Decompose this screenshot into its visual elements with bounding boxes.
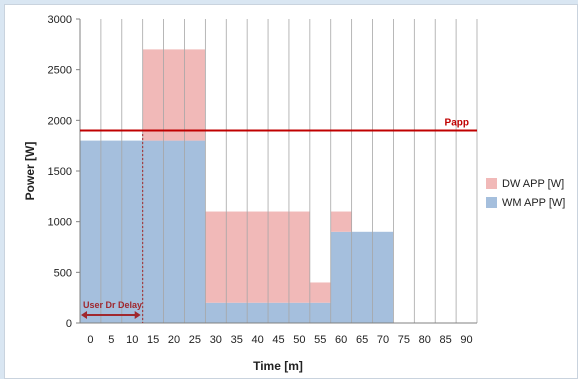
x-tick-label: 65	[356, 334, 368, 346]
x-tick-label: 80	[419, 334, 431, 346]
x-tick-label: 35	[231, 334, 243, 346]
legend-swatch-wm	[486, 197, 497, 208]
bar-dw-25	[184, 49, 206, 141]
x-tick-label: 5	[108, 334, 114, 346]
x-tick-label: 60	[335, 334, 347, 346]
bar-wm-20	[163, 140, 185, 323]
delay-arrow-right-head	[134, 311, 141, 319]
bar-dw-15	[142, 49, 164, 141]
y-tick-label: 0	[66, 318, 72, 330]
bar-dw-45	[268, 211, 289, 303]
legend-label-dw: DW APP [W]	[502, 178, 564, 190]
bar-wm-25	[184, 140, 206, 323]
bar-dw-40	[247, 211, 269, 303]
bar-wm-50	[288, 302, 310, 323]
x-tick-label: 15	[147, 334, 159, 346]
bar-dw-60	[330, 211, 352, 232]
x-tick-label: 20	[168, 334, 180, 346]
x-axis-title: Time [m]	[253, 359, 303, 373]
bar-wm-60	[330, 231, 352, 323]
bar-wm-70	[372, 231, 394, 323]
x-tick-label: 50	[293, 334, 305, 346]
bar-wm-65	[351, 231, 373, 323]
papp-label: Papp	[445, 117, 469, 128]
y-tick-label: 2000	[48, 115, 72, 127]
y-axis-title: Power [W]	[23, 142, 37, 201]
legend-swatch-dw	[486, 178, 497, 189]
y-tick-label: 2500	[48, 65, 72, 77]
x-tick-label: 55	[314, 334, 326, 346]
x-tick-label: 25	[189, 334, 201, 346]
x-tick-label: 75	[398, 334, 410, 346]
x-tick-label: 85	[440, 334, 452, 346]
y-tick-label: 500	[54, 267, 72, 279]
bar-dw-30	[205, 211, 227, 303]
bar-wm-35	[226, 302, 248, 323]
bar-wm-5	[100, 140, 122, 323]
x-tick-label: 10	[126, 334, 138, 346]
delay-label: User Dr Delay	[83, 300, 142, 310]
y-tick-label: 1000	[48, 217, 72, 229]
x-tick-label: 70	[377, 334, 389, 346]
bar-dw-50	[288, 211, 310, 303]
x-tick-label: 90	[460, 334, 472, 346]
bar-wm-55	[309, 302, 331, 323]
delay-arrow-left-head	[81, 311, 87, 319]
bar-wm-15	[142, 140, 164, 323]
x-tick-label: 45	[272, 334, 284, 346]
y-tick-label: 1500	[48, 166, 72, 178]
bar-wm-40	[247, 302, 269, 323]
x-tick-label: 40	[251, 334, 263, 346]
bar-dw-35	[226, 211, 248, 303]
y-tick-label: 3000	[48, 14, 72, 26]
bar-wm-10	[121, 140, 143, 323]
bar-dw-55	[309, 282, 331, 303]
legend-label-wm: WM APP [W]	[502, 197, 565, 209]
bar-wm-45	[268, 302, 289, 323]
bar-dw-20	[163, 49, 185, 141]
legend: DW APP [W] WM APP [W]	[486, 178, 565, 209]
x-tick-label: 30	[210, 334, 222, 346]
x-tick-label: 0	[87, 334, 93, 346]
bar-wm-30	[205, 302, 227, 323]
bar-wm-0	[80, 140, 101, 323]
